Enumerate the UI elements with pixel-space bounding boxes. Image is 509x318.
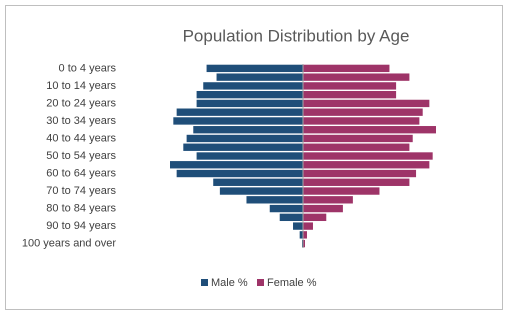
bar	[303, 187, 380, 195]
bar	[303, 82, 397, 90]
legend-label: Male %	[211, 277, 248, 289]
y-tick-label: 60 to 64 years	[46, 167, 116, 179]
bar	[303, 178, 410, 186]
y-tick-label: 40 to 44 years	[46, 132, 116, 144]
y-tick-label: 30 to 34 years	[46, 115, 116, 127]
bar	[303, 239, 305, 248]
bar	[269, 204, 303, 213]
y-tick-label: 50 to 54 years	[46, 150, 116, 162]
bar	[303, 143, 410, 151]
bar	[193, 126, 303, 134]
bar	[303, 152, 433, 160]
y-tick-label: 80 to 84 years	[46, 202, 116, 214]
bar	[170, 161, 303, 169]
y-tick-label: 90 to 94 years	[46, 220, 116, 232]
chart-title: Population Distribution by Age	[183, 26, 410, 45]
bar	[303, 134, 413, 143]
bar	[196, 90, 303, 99]
legend-label: Female %	[267, 277, 317, 289]
bar	[216, 73, 303, 81]
y-tick-label: 0 to 4 years	[59, 62, 117, 74]
y-tick-label: 20 to 24 years	[46, 97, 116, 109]
bar	[303, 161, 430, 169]
bar	[213, 178, 303, 186]
bar	[176, 169, 303, 178]
bar	[303, 169, 417, 178]
bar	[303, 213, 327, 222]
legend-swatch	[257, 279, 264, 286]
bar	[183, 143, 303, 151]
bar	[173, 117, 303, 125]
bar	[303, 231, 307, 239]
y-tick-label: 100 years and over	[22, 238, 117, 250]
bar	[246, 196, 303, 204]
bar	[303, 126, 436, 134]
bar	[176, 108, 303, 116]
bar	[299, 231, 303, 239]
bar	[303, 73, 410, 81]
legend-swatch	[201, 279, 208, 286]
bar	[196, 152, 303, 160]
bar	[303, 108, 423, 116]
bar	[206, 64, 303, 73]
bar	[219, 187, 303, 195]
bar	[186, 134, 303, 143]
bar	[279, 213, 303, 222]
bar	[303, 222, 313, 230]
bar	[203, 82, 303, 90]
y-tick-label: 10 to 14 years	[46, 80, 116, 92]
bar	[303, 196, 353, 204]
bar	[196, 99, 303, 108]
bar	[293, 222, 303, 230]
y-tick-label: 70 to 74 years	[46, 185, 116, 197]
bar	[303, 204, 343, 213]
bar	[303, 90, 397, 99]
bar	[303, 64, 390, 73]
bar	[303, 99, 430, 108]
bar	[303, 117, 420, 125]
